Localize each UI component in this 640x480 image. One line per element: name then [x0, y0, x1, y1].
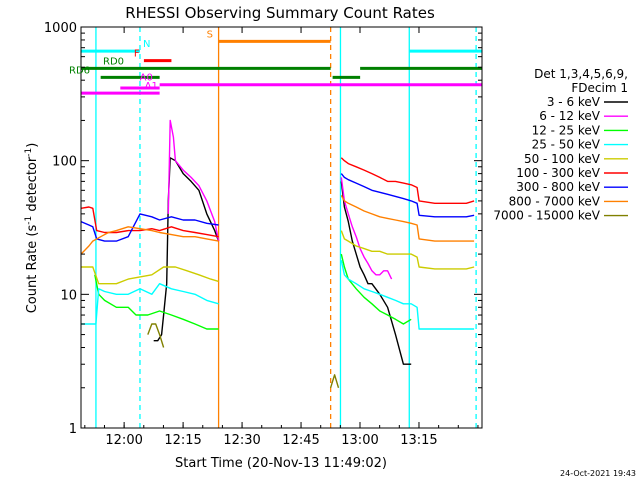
legend-label-0: 3 - 6 keV [547, 95, 601, 109]
y-axis-label-sup2: -1 [24, 148, 34, 157]
state-bar-label-a0: A0 [140, 73, 153, 84]
series-0-segment-0 [153, 157, 220, 342]
series-7-segment-0 [81, 226, 219, 255]
legend-label-6: 300 - 800 keV [516, 180, 600, 194]
plot-area [81, 27, 482, 428]
state-bar-label-n: N [143, 39, 150, 50]
series-2-segment-1 [340, 253, 412, 325]
series-7-segment-1 [340, 195, 475, 242]
legend-label-8: 7000 - 15000 keV [493, 209, 600, 223]
x-axis-label: Start Time (20-Nov-13 11:49:02) [175, 456, 387, 471]
x-tick-label-5: 13:15 [400, 433, 437, 448]
legend-label-2: 12 - 25 keV [532, 123, 601, 137]
footer-timestamp: 24-Oct-2021 19:43 [560, 469, 636, 478]
legend-label-1: 6 - 12 keV [539, 109, 601, 123]
y-axis-label-part2: detector [25, 156, 40, 216]
legend-label-5: 100 - 300 keV [516, 166, 600, 180]
state-bar-label-rd6: RD6 [69, 65, 90, 76]
y-axis-label-part1: Count Rate (s [25, 225, 40, 314]
series-5-segment-1 [340, 157, 475, 205]
y-tick-label-1: 10 [60, 288, 77, 303]
series-0-segment-1 [340, 181, 412, 365]
series-6-segment-1 [340, 173, 475, 218]
series-1-segment-0 [167, 119, 220, 242]
legend-label-4: 50 - 100 keV [524, 152, 601, 166]
state-bar-label-a1: A1 [145, 81, 158, 92]
x-tick-label-4: 13:00 [341, 433, 378, 448]
x-tick-label-2: 12:30 [223, 433, 260, 448]
series-4-segment-1 [340, 230, 475, 270]
series-3-segment-0 [81, 283, 219, 325]
y-tick-label-3: 1000 [44, 21, 77, 36]
series-8-segment-1 [329, 374, 340, 389]
series-6-segment-0 [81, 213, 219, 242]
state-bar-label-s: S [207, 29, 213, 40]
legend-label-3: 25 - 50 keV [532, 138, 601, 152]
series-2-segment-0 [94, 274, 219, 330]
series-5-segment-0 [81, 206, 219, 238]
y-axis-label-sup1: -1 [24, 216, 34, 225]
legend-header-decimation: FDecim 1 [571, 81, 628, 95]
x-tick-label-0: 12:00 [105, 433, 142, 448]
y-axis-label: Count Rate (s-1 detector-1) [24, 143, 40, 314]
series-8-segment-0 [147, 323, 165, 348]
x-tick-label-1: 12:15 [164, 433, 201, 448]
x-tick-label-3: 12:45 [282, 433, 319, 448]
chart-title: RHESSI Observing Summary Count Rates [125, 4, 435, 22]
legend-label-7: 800 - 7000 keV [509, 194, 601, 208]
y-tick-label-0: 1 [69, 422, 77, 437]
y-axis-label-part3: ) [25, 143, 40, 148]
series-1-segment-1 [340, 177, 393, 280]
series-3-segment-1 [340, 260, 475, 330]
state-bar-label-rd0: RD0 [103, 56, 124, 67]
state-bar-label-f: F [134, 49, 140, 60]
legend-header-detectors: Det 1,3,4,5,6,9, [534, 67, 628, 81]
y-tick-label-2: 100 [52, 155, 77, 170]
series-4-segment-0 [81, 266, 219, 285]
